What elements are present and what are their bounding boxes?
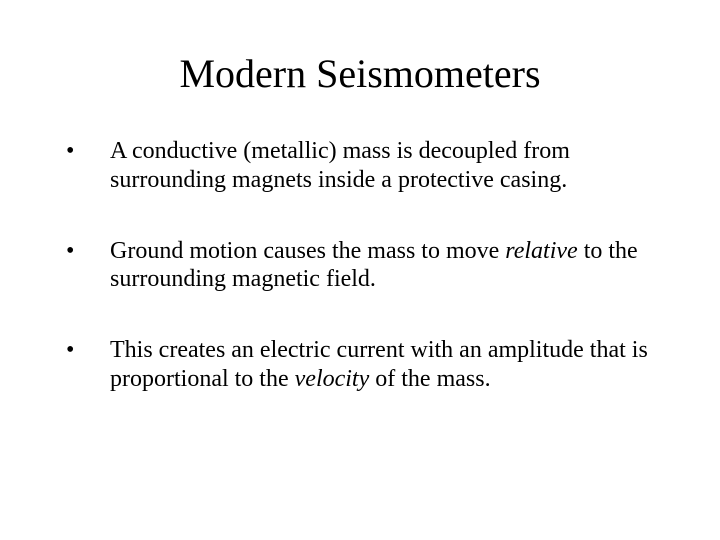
bullet-marker-icon: • — [60, 336, 110, 365]
bullet-marker-icon: • — [60, 137, 110, 166]
slide: Modern Seismometers • A conductive (meta… — [0, 0, 720, 540]
bullet-list: • A conductive (metallic) mass is decoup… — [60, 137, 660, 394]
bullet-text-post: of the mass. — [369, 366, 490, 392]
list-item: • Ground motion causes the mass to move … — [60, 237, 660, 295]
bullet-text-pre: Ground motion causes the mass to move — [110, 238, 505, 264]
bullet-marker-icon: • — [60, 237, 110, 266]
bullet-text-italic: velocity — [295, 366, 370, 392]
list-item: • A conductive (metallic) mass is decoup… — [60, 137, 660, 195]
bullet-text-italic: relative — [505, 238, 577, 264]
bullet-text: A conductive (metallic) mass is decouple… — [110, 137, 660, 195]
slide-title: Modern Seismometers — [60, 50, 660, 97]
bullet-text: This creates an electric current with an… — [110, 336, 660, 394]
bullet-text: Ground motion causes the mass to move re… — [110, 237, 660, 295]
bullet-text-pre: A conductive (metallic) mass is decouple… — [110, 138, 570, 193]
list-item: • This creates an electric current with … — [60, 336, 660, 394]
